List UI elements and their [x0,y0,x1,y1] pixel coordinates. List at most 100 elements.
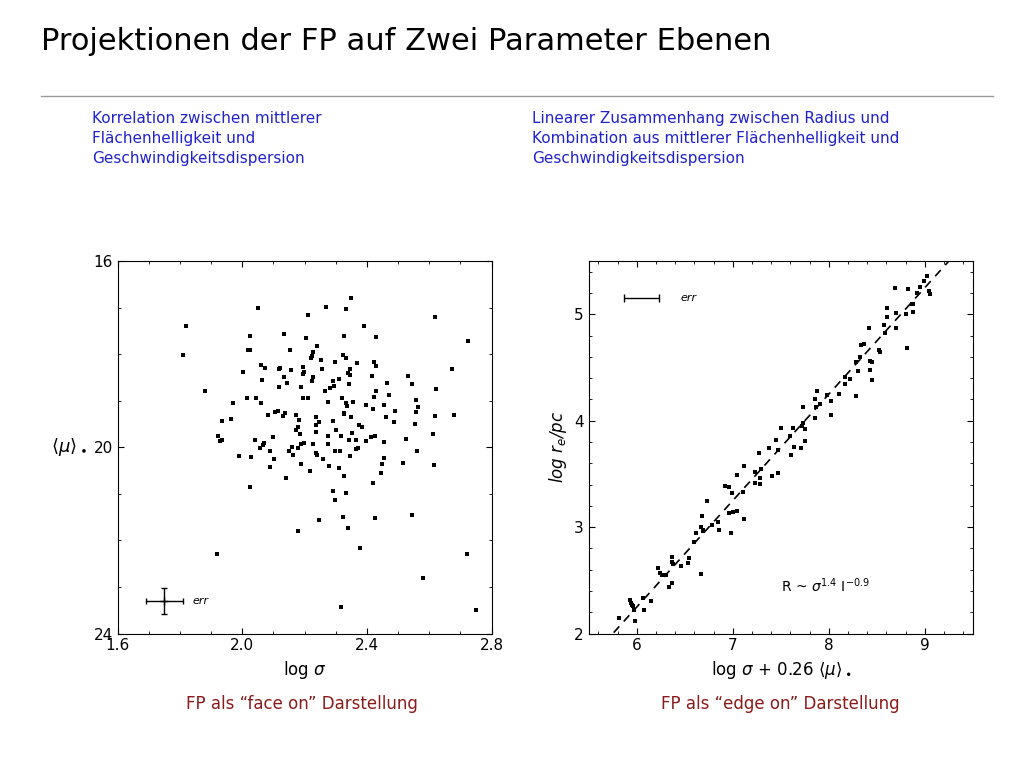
Point [322,382,338,394]
Point [878,327,894,339]
Point [367,511,383,524]
Point [252,442,268,455]
Point [311,415,328,428]
Point [339,399,355,412]
Point [240,344,256,356]
Point [862,364,879,376]
Point [348,434,365,446]
Point [823,395,840,407]
Point [408,394,424,406]
Point [269,406,286,418]
Point [242,482,258,494]
Point [680,558,696,570]
Point [342,362,358,375]
Point [304,349,321,362]
Point [328,423,344,435]
Point [724,487,740,499]
Point [295,361,311,373]
Point [298,332,314,344]
Point [862,356,879,368]
Point [234,366,251,378]
Point [278,472,294,484]
Point [721,482,737,494]
Point [764,470,780,482]
Point [711,524,727,536]
Point [823,409,840,421]
Point [752,478,768,490]
Point [400,370,417,382]
Point [856,338,872,350]
Point [270,381,287,393]
Point [622,594,638,606]
Point [222,412,239,425]
Text: err: err [193,596,209,606]
Point [650,561,667,574]
Point [904,298,921,310]
Point [292,458,308,471]
Point [292,428,308,440]
Point [753,462,769,475]
Point [308,419,325,431]
Point [725,506,741,518]
Point [379,377,395,389]
Point [270,363,287,376]
Point [794,420,810,432]
Point [254,373,270,386]
Point [212,435,228,448]
Point [335,349,351,361]
Text: FP als “edge on” Darstellung: FP als “edge on” Darstellung [660,695,900,713]
Point [303,375,319,387]
Point [293,438,309,450]
Point [338,487,354,499]
Point [335,511,351,523]
Point [305,346,322,359]
Point [331,462,347,474]
Point [404,509,421,521]
Point [394,457,411,469]
Point [210,430,226,442]
Point [397,433,414,445]
Point [350,442,367,455]
Point [341,379,357,391]
Point [785,422,802,434]
Point [256,437,272,449]
Point [313,362,330,375]
Point [340,521,356,534]
Point [717,479,733,492]
Point [317,385,334,397]
Point [321,459,337,472]
Point [214,433,230,445]
Point [319,438,336,450]
Point [795,400,811,412]
Point [350,419,367,432]
Point [376,399,392,411]
Point [343,293,359,305]
Point [336,470,352,482]
Point [627,614,643,627]
Point [368,385,384,397]
Point [341,434,357,446]
Point [282,343,298,356]
Point [286,449,302,462]
Y-axis label: $\langle\mu\rangle_\bullet$: $\langle\mu\rangle_\bullet$ [50,436,86,458]
Point [626,600,642,612]
Point [308,447,325,459]
Point [178,320,195,333]
Point [625,599,641,611]
Point [808,385,824,397]
Point [312,354,329,366]
Point [276,406,293,419]
Point [247,434,263,446]
Point [427,311,443,323]
Point [366,403,382,415]
Point [349,357,366,369]
Point [300,310,316,322]
Point [364,370,380,382]
Point [880,310,896,323]
Point [748,477,764,489]
Point [651,567,668,579]
Point [262,461,279,473]
Point [838,370,854,382]
Point [366,356,382,369]
Point [425,428,441,440]
